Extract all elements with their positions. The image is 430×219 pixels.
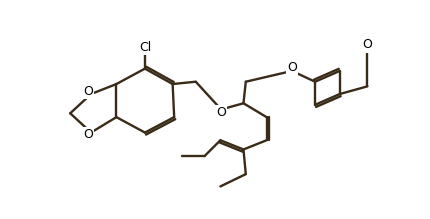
Text: O: O — [362, 38, 372, 51]
Text: O: O — [216, 106, 226, 119]
Text: O: O — [287, 61, 297, 74]
Text: O: O — [83, 128, 93, 141]
Text: O: O — [83, 85, 93, 98]
Text: Cl: Cl — [139, 41, 151, 54]
